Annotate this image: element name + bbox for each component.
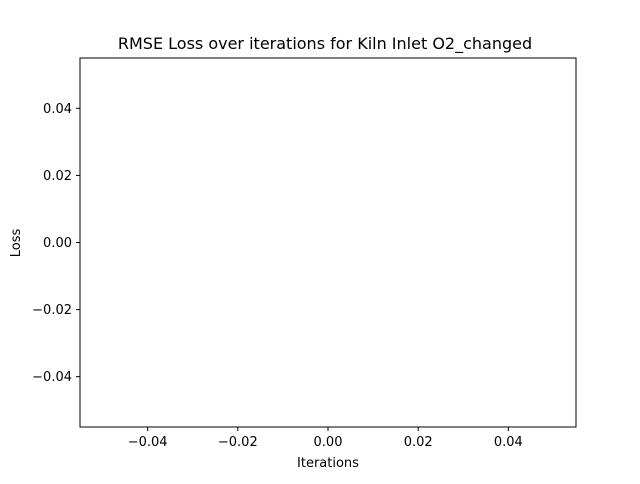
y-axis-ticks: −0.04 −0.02 0.00 0.02 0.04 xyxy=(32,102,80,385)
x-tick-label: −0.04 xyxy=(128,435,168,450)
y-tick-label: 0.00 xyxy=(43,236,72,251)
x-tick-label: −0.02 xyxy=(218,435,258,450)
plot-frame xyxy=(79,57,577,428)
x-tick-label: 0.04 xyxy=(494,435,523,450)
y-axis-label: Loss xyxy=(9,229,24,258)
plot-area xyxy=(80,58,576,427)
x-tick-label: 0.00 xyxy=(314,435,343,450)
y-tick-label: −0.02 xyxy=(32,303,72,318)
y-tick-label: 0.04 xyxy=(43,102,72,117)
y-tick-label: 0.02 xyxy=(43,169,72,184)
x-axis-ticks: −0.04 −0.02 0.00 0.02 0.04 xyxy=(128,427,523,450)
chart-title: RMSE Loss over iterations for Kiln Inlet… xyxy=(118,34,532,54)
x-axis-label: Iterations xyxy=(297,456,359,471)
y-tick-label: −0.04 xyxy=(32,370,72,385)
x-tick-label: 0.02 xyxy=(404,435,433,450)
